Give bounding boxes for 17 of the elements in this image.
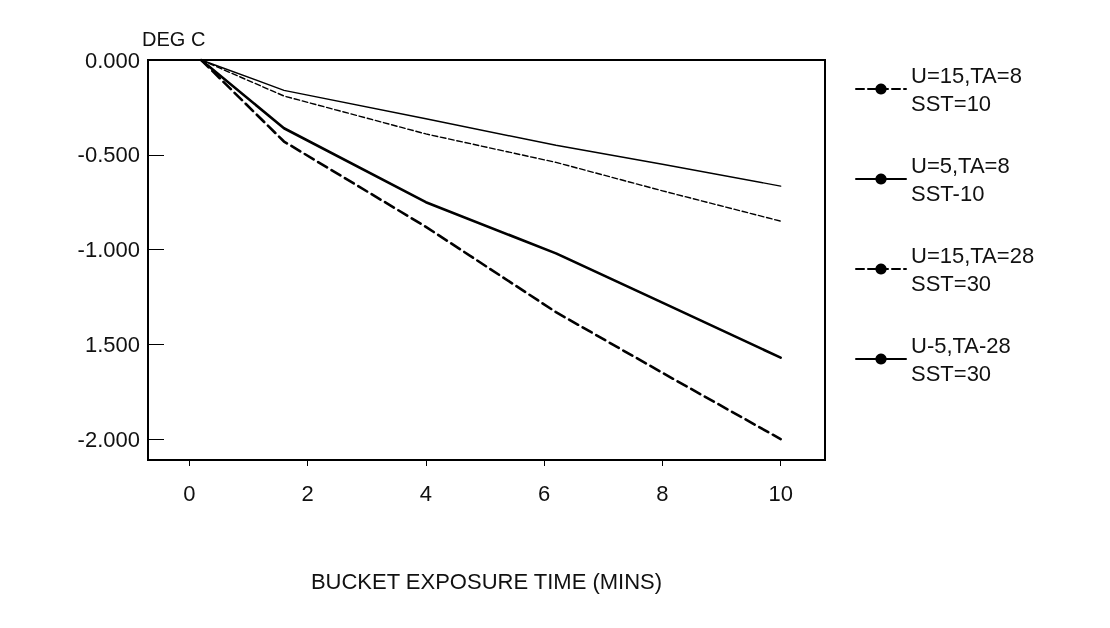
legend-label: U=5,TA=8 SST-10 [911,152,1010,206]
legend-label: U=15,TA=8 SST=10 [911,62,1022,116]
x-axis-title: BUCKET EXPOSURE TIME (MINS) [310,568,663,594]
x-tick-label: 10 [768,480,793,506]
y-tick-label: 0.000 [84,47,140,73]
x-tick-label: 0 [183,480,196,506]
x-tick-label: 8 [656,480,669,506]
x-tick-label: 4 [419,480,433,506]
y-tick-label: 1.500 [84,331,140,357]
x-tick-label: 2 [301,480,314,506]
x-tick-label: 6 [538,480,551,506]
y-axis-title: DEG C [142,28,206,51]
y-tick-label: -0.500 [77,142,140,168]
y-tick-label: -1.000 [77,237,140,263]
legend-label: U-5,TA-28 SST=30 [911,332,1011,386]
y-tick-label: -2.000 [77,426,140,452]
legend-label: U=15,TA=28 SST=30 [911,242,1035,296]
